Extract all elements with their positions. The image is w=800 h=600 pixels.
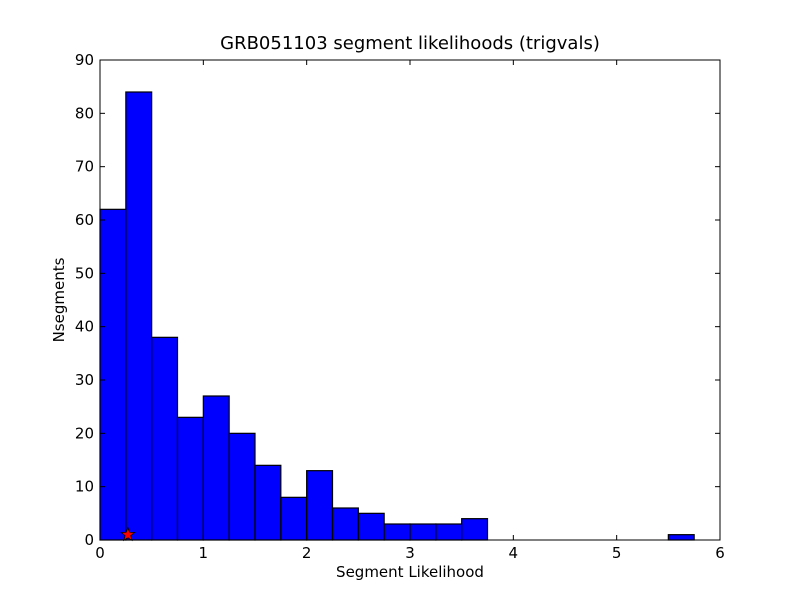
histogram-bar: [409, 523, 437, 541]
x-tick-label: 3: [405, 544, 415, 562]
histogram-bar: [667, 534, 695, 541]
y-tick-label: 80: [75, 104, 94, 122]
x-tick-label: 5: [612, 544, 622, 562]
histogram-bar: [151, 336, 179, 541]
x-tick-label: 6: [715, 544, 725, 562]
y-tick-label: 60: [75, 211, 94, 229]
y-tick-label: 70: [75, 158, 94, 176]
y-tick-label: 40: [75, 318, 94, 336]
y-tick-label: 30: [75, 371, 94, 389]
y-tick-label: 90: [75, 51, 94, 69]
histogram-bar: [461, 518, 489, 541]
histogram-bar: [125, 91, 153, 541]
y-tick-label: 20: [75, 424, 94, 442]
x-axis-label: Segment Likelihood: [336, 563, 484, 581]
histogram-bar: [176, 416, 204, 541]
histogram-bar: [331, 507, 359, 541]
star-icon: [120, 526, 136, 542]
x-tick-label: 2: [302, 544, 312, 562]
star-marker: [120, 526, 136, 542]
x-tick-label: 0: [95, 544, 105, 562]
histogram-bar: [357, 512, 385, 541]
histogram-bar: [383, 523, 411, 541]
x-axis-ticks: 0 1 2 3 4 5 6: [95, 60, 725, 562]
x-tick-label: 4: [509, 544, 519, 562]
y-tick-label: 50: [75, 264, 94, 282]
histogram-bar: [99, 208, 127, 541]
chart-title: GRB051103 segment likelihoods (trigvals): [220, 33, 600, 54]
histogram-bar: [202, 395, 230, 541]
histogram-bar: [280, 496, 308, 541]
histogram-bars: [99, 91, 695, 541]
y-tick-label: 10: [75, 478, 94, 496]
y-axis-label: Nsegments: [50, 257, 68, 342]
y-tick-label: 0: [84, 531, 94, 549]
histogram-bar: [306, 470, 334, 541]
histogram-bar: [228, 432, 256, 541]
histogram-bar: [435, 523, 463, 541]
histogram-bar: [254, 464, 282, 541]
y-axis-ticks: 0 10 20 30 40 50 60 70 80 90: [75, 51, 720, 549]
x-tick-label: 1: [199, 544, 209, 562]
